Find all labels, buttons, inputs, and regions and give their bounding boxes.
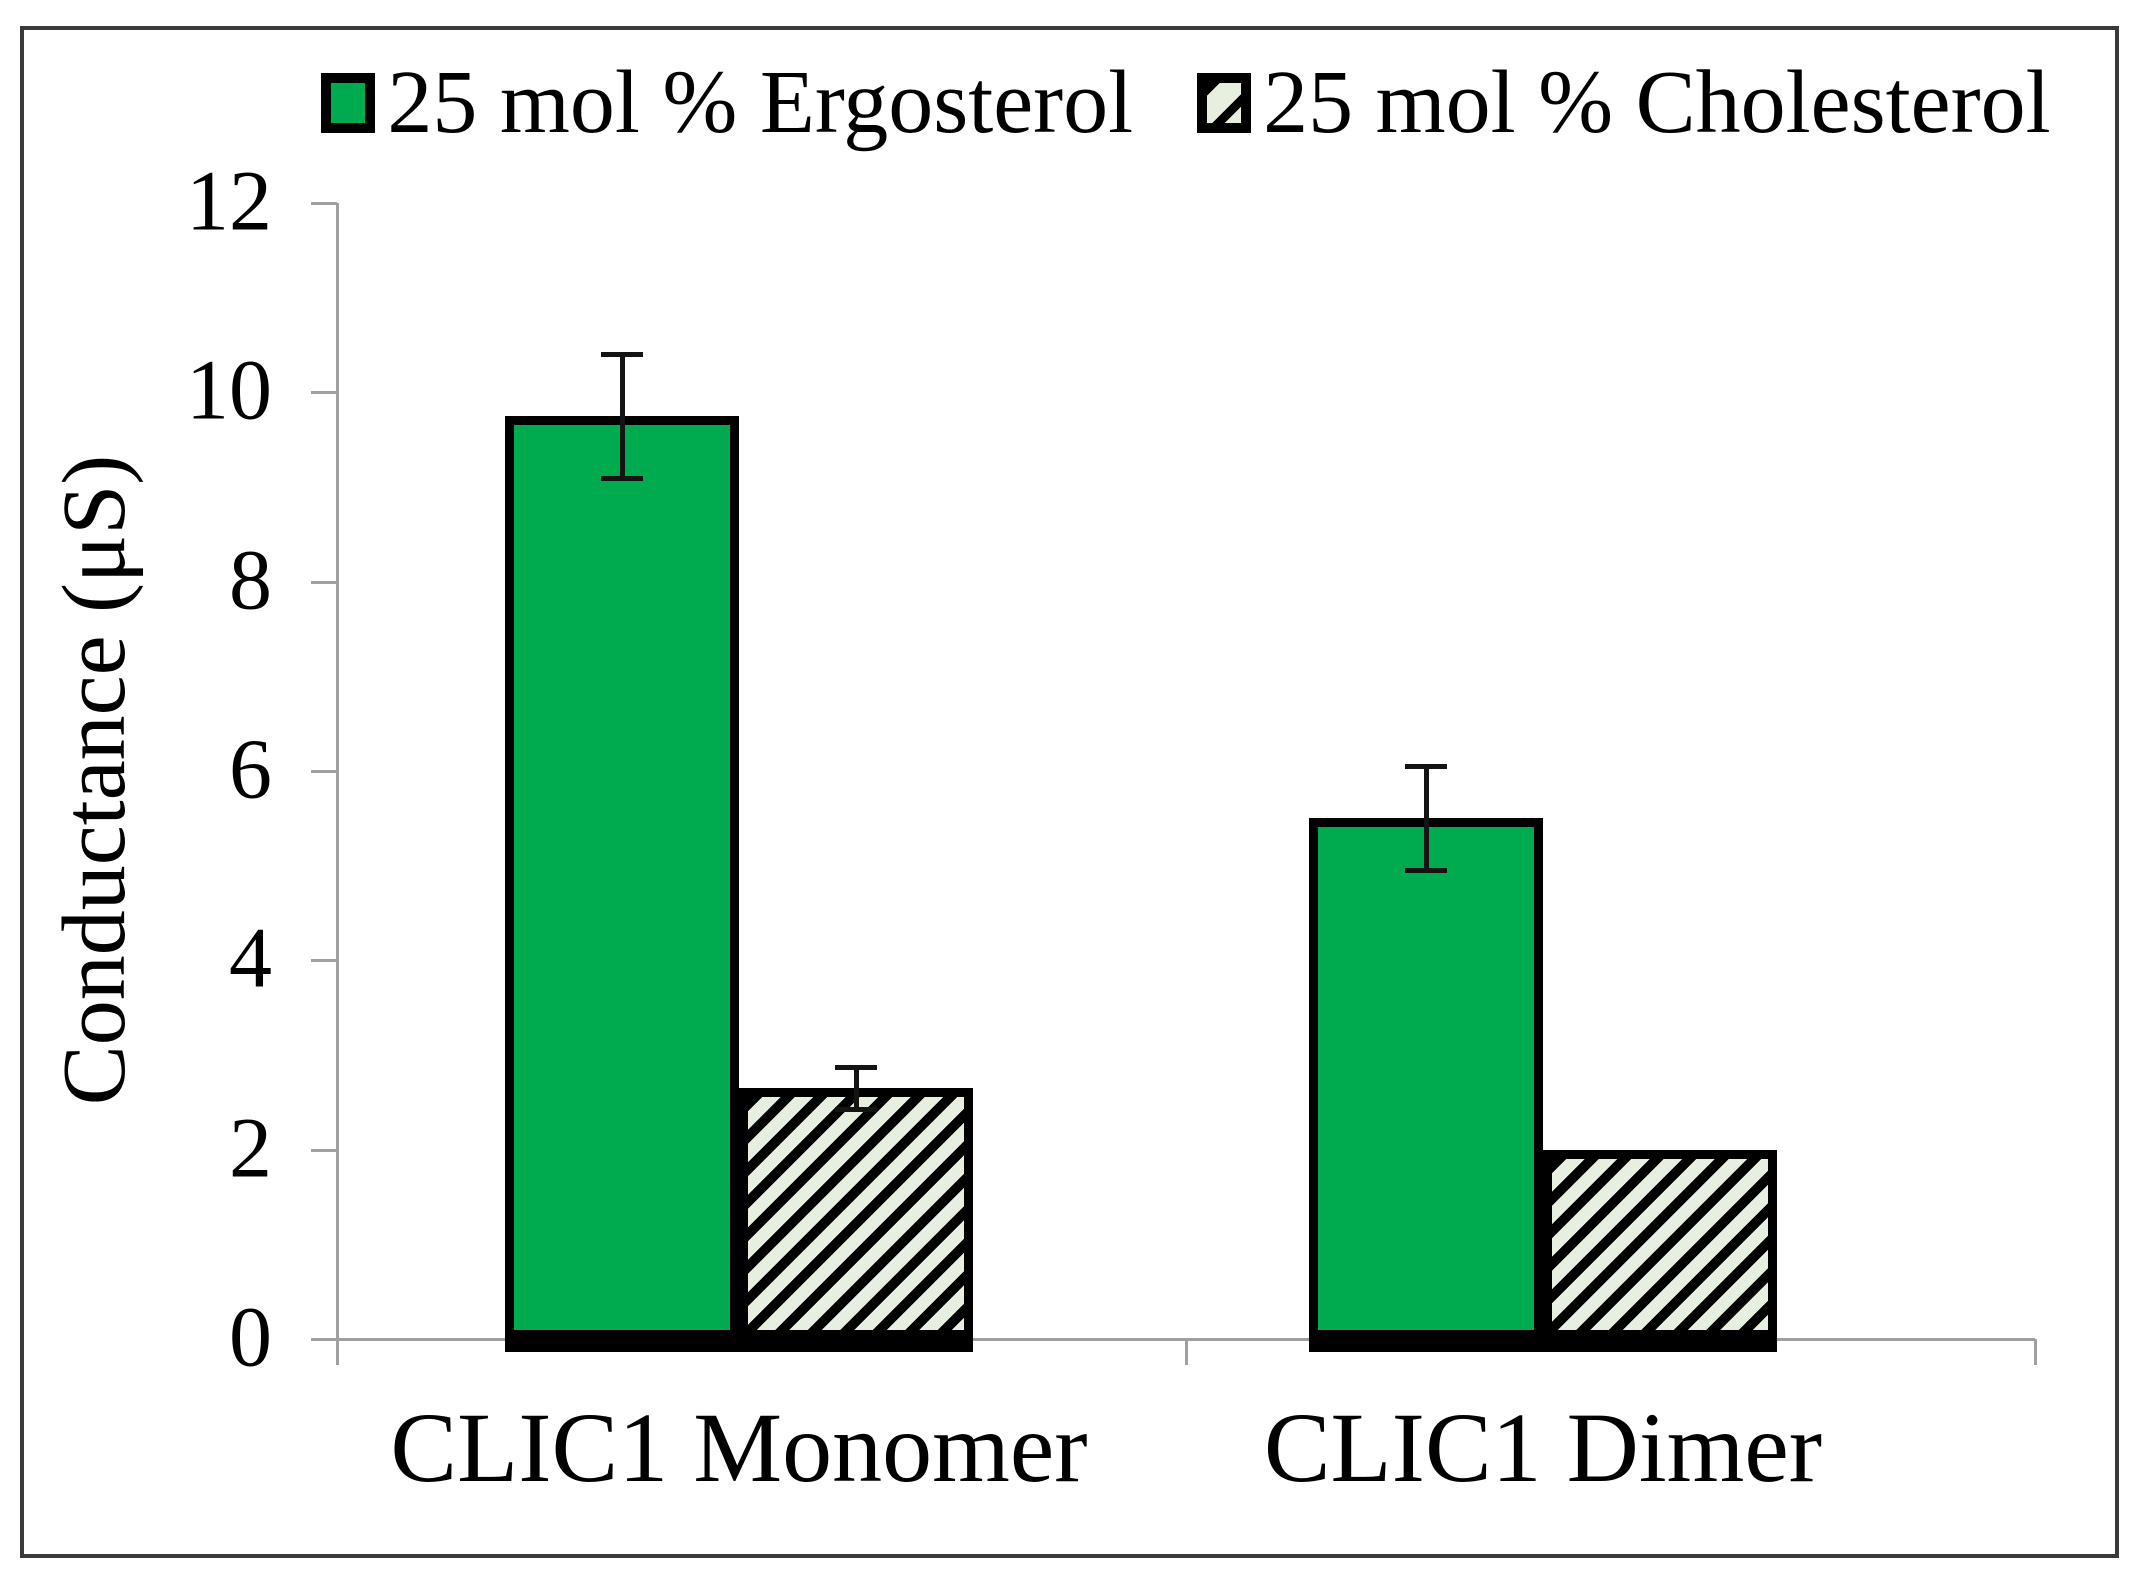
error-bar-cap-bottom	[601, 475, 643, 481]
y-tick-label: 10	[186, 341, 272, 438]
legend-label-cholesterol: 25 mol % Cholesterol	[1263, 53, 2051, 152]
legend-item-cholesterol: 25 mol % Cholesterol	[1197, 53, 2051, 152]
y-tick-mark	[311, 770, 337, 773]
error-bar-cap-bottom	[1405, 868, 1447, 874]
bar-ergosterol	[1309, 818, 1543, 1339]
x-tick-mark	[1185, 1339, 1188, 1365]
y-tick-mark	[311, 202, 337, 205]
bar-cholesterol	[1543, 1149, 1777, 1339]
y-tick-label: 4	[229, 909, 272, 1006]
figure-frame	[20, 26, 2119, 1558]
legend: 25 mol % Ergosterol 25 mol % Cholesterol	[321, 44, 2051, 162]
y-tick-mark	[311, 1148, 337, 1152]
bar-ergosterol	[505, 416, 739, 1339]
legend-label-ergosterol: 25 mol % Ergosterol	[387, 53, 1134, 152]
x-tick-mark	[336, 1339, 339, 1365]
y-axis-line	[336, 203, 339, 1365]
cholesterol-swatch-icon	[1197, 73, 1252, 133]
legend-item-ergosterol: 25 mol % Ergosterol	[321, 58, 1133, 148]
error-bar-cap-top	[1405, 764, 1447, 770]
y-tick-mark	[311, 1338, 337, 1341]
error-bar-cap-top	[601, 352, 643, 358]
category-label: CLIC1 Dimer	[1263, 1392, 1823, 1503]
error-bar-line	[853, 1067, 859, 1109]
y-tick-label: 12	[186, 152, 272, 249]
error-bar-cap-top	[835, 1065, 877, 1071]
ergosterol-swatch-icon	[321, 73, 376, 133]
category-label: CLIC1 Monomer	[390, 1392, 1088, 1503]
bar-group-baseline	[505, 1339, 973, 1352]
y-tick-mark	[311, 959, 337, 963]
y-tick-label: 8	[229, 531, 272, 628]
bar-group-baseline	[1309, 1339, 1777, 1352]
y-tick-mark	[311, 391, 337, 395]
error-bar-line	[619, 354, 625, 478]
y-tick-label: 2	[229, 1099, 272, 1196]
bar-cholesterol	[739, 1088, 973, 1339]
y-tick-mark	[311, 580, 337, 584]
error-bar-cap-bottom	[835, 1106, 877, 1112]
y-tick-label: 0	[229, 1288, 272, 1385]
y-tick-label: 6	[229, 720, 272, 817]
x-tick-mark	[2034, 1339, 2037, 1365]
error-bar-line	[1423, 766, 1429, 871]
